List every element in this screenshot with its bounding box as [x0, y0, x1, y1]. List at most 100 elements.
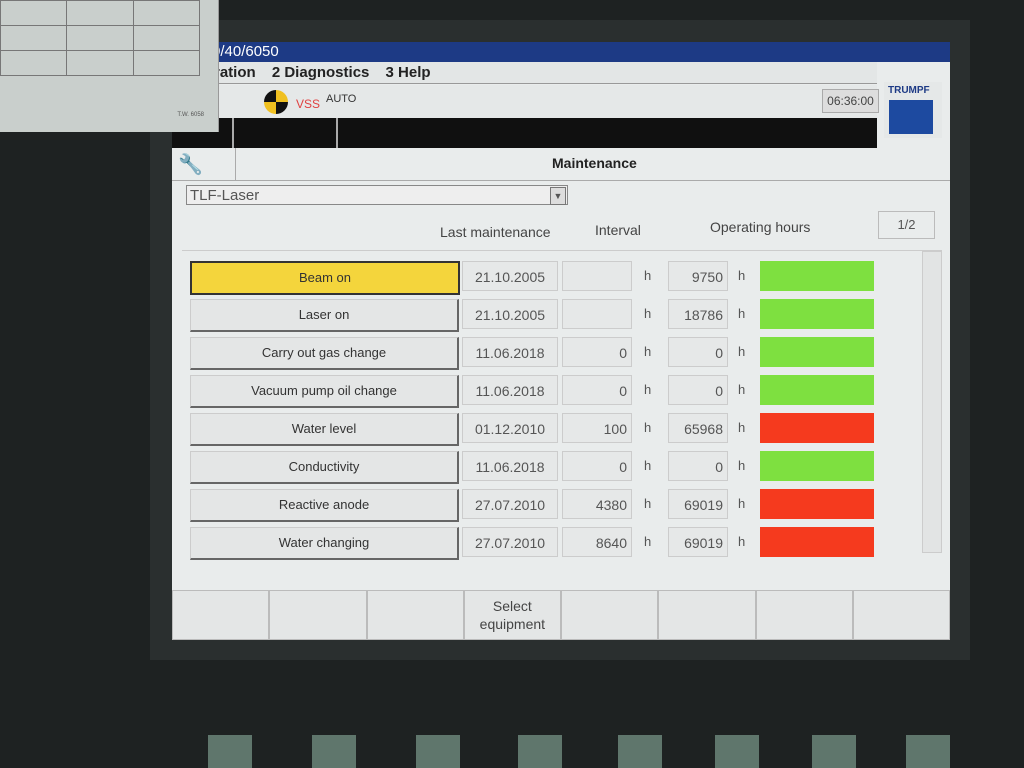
- screen: 0/40/6050 ration 2 Diagnostics 3 Help VS…: [172, 42, 950, 640]
- last-maintenance-value: 27.07.2010: [462, 527, 558, 557]
- menu-operation[interactable]: ration: [214, 64, 256, 81]
- table-row: Carry out gas change 11.06.2018 0 h 0 h: [182, 335, 902, 371]
- operating-hours-value: 0: [668, 337, 728, 367]
- page-indicator: 1/2: [878, 211, 935, 239]
- interval-value: 0: [562, 337, 632, 367]
- interval-unit: h: [644, 496, 652, 511]
- trumpf-logo: TRUMPF: [884, 82, 942, 138]
- item-button[interactable]: Water level: [190, 413, 459, 446]
- status-indicator: [760, 261, 874, 291]
- softkey[interactable]: [755, 590, 853, 640]
- hw-button[interactable]: [208, 735, 252, 768]
- interval-unit: h: [644, 420, 652, 435]
- chevron-down-icon[interactable]: ▼: [550, 187, 566, 205]
- hw-button[interactable]: [416, 735, 460, 768]
- vss-icon: [264, 90, 288, 114]
- operating-hours-value: 0: [668, 451, 728, 481]
- interval-value: 100: [562, 413, 632, 443]
- equipment-dropdown[interactable]: TLF-Laser ▼: [186, 185, 568, 205]
- wrench-icon: 🔧: [178, 154, 203, 176]
- interval-unit: h: [644, 382, 652, 397]
- operating-hours-value: 0: [668, 375, 728, 405]
- hours-unit: h: [738, 344, 746, 359]
- softkey[interactable]: [269, 590, 367, 640]
- softkey[interactable]: [658, 590, 756, 640]
- operating-hours-value: 65968: [668, 413, 728, 443]
- hours-unit: h: [738, 496, 746, 511]
- table-row: Conductivity 11.06.2018 0 h 0 h: [182, 449, 902, 485]
- interval-unit: h: [644, 268, 652, 283]
- hours-unit: h: [738, 306, 746, 321]
- interval-value: 8640: [562, 527, 632, 557]
- operating-hours-value: 18786: [668, 299, 728, 329]
- operating-hours-value: 69019: [668, 527, 728, 557]
- menu-bar: ration 2 Diagnostics 3 Help: [172, 62, 877, 84]
- hw-button[interactable]: [312, 735, 356, 768]
- hours-unit: h: [738, 420, 746, 435]
- scrollbar[interactable]: [922, 251, 942, 553]
- table-row: Water changing 27.07.2010 8640 h 69019 h: [182, 525, 902, 561]
- paper-note: T.W. 6058: [0, 0, 219, 132]
- table-row: Beam on 21.10.2005 h 9750 h: [182, 259, 902, 295]
- item-button[interactable]: Water changing: [190, 527, 459, 560]
- operating-hours-value: 69019: [668, 489, 728, 519]
- paper-label: T.W. 6058: [177, 112, 204, 118]
- item-button[interactable]: Reactive anode: [190, 489, 459, 522]
- softkey[interactable]: [366, 590, 464, 640]
- col-last-maintenance: Last maintenance: [440, 224, 551, 240]
- message-bar: [172, 118, 877, 148]
- menu-help[interactable]: 3 Help: [385, 64, 431, 81]
- operating-hours-value: 9750: [668, 261, 728, 291]
- interval-value: 0: [562, 375, 632, 405]
- title-bar: 0/40/6050: [172, 42, 950, 62]
- hw-button[interactable]: [812, 735, 856, 768]
- last-maintenance-value: 11.06.2018: [462, 337, 558, 367]
- item-button[interactable]: Conductivity: [190, 451, 459, 484]
- softkey[interactable]: [172, 590, 270, 640]
- clock: 06:36:00: [822, 89, 879, 113]
- status-bar: VSS AUTO 06:36:00: [172, 85, 879, 118]
- hw-button[interactable]: [518, 735, 562, 768]
- hw-button[interactable]: [618, 735, 662, 768]
- last-maintenance-value: 21.10.2005: [462, 299, 558, 329]
- status-indicator: [760, 299, 874, 329]
- col-operating-hours: Operating hours: [710, 219, 811, 235]
- item-button[interactable]: Beam on: [190, 261, 460, 295]
- status-indicator: [760, 489, 874, 519]
- interval-value: [562, 261, 632, 291]
- hw-button[interactable]: [715, 735, 759, 768]
- hours-unit: h: [738, 458, 746, 473]
- col-interval: Interval: [595, 222, 641, 238]
- interval-unit: h: [644, 458, 652, 473]
- status-indicator: [760, 451, 874, 481]
- operation-mode: AUTO: [326, 93, 357, 105]
- interval-unit: h: [644, 344, 652, 359]
- last-maintenance-value: 11.06.2018: [462, 451, 558, 481]
- item-button[interactable]: Vacuum pump oil change: [190, 375, 459, 408]
- last-maintenance-value: 11.06.2018: [462, 375, 558, 405]
- interval-value: [562, 299, 632, 329]
- menu-diagnostics[interactable]: 2 Diagnostics: [271, 64, 370, 81]
- interval-unit: h: [644, 306, 652, 321]
- last-maintenance-value: 27.07.2010: [462, 489, 558, 519]
- select-equipment-softkey[interactable]: Select equipment: [463, 590, 561, 640]
- softkey[interactable]: [561, 590, 659, 640]
- item-button[interactable]: Carry out gas change: [190, 337, 459, 370]
- softkey[interactable]: [852, 590, 950, 640]
- last-maintenance-value: 01.12.2010: [462, 413, 558, 443]
- interval-value: 0: [562, 451, 632, 481]
- page-title: Maintenance: [552, 155, 637, 171]
- table-row: Reactive anode 27.07.2010 4380 h 69019 h: [182, 487, 902, 523]
- last-maintenance-value: 21.10.2005: [462, 261, 558, 291]
- hw-button[interactable]: [906, 735, 950, 768]
- table-row: Water level 01.12.2010 100 h 65968 h: [182, 411, 902, 447]
- status-indicator: [760, 413, 874, 443]
- softkey-bar: Select equipment: [172, 590, 950, 640]
- maintenance-header: 🔧 Maintenance: [172, 148, 950, 181]
- interval-value: 4380: [562, 489, 632, 519]
- interval-unit: h: [644, 534, 652, 549]
- item-button[interactable]: Laser on: [190, 299, 459, 332]
- status-indicator: [760, 337, 874, 367]
- hours-unit: h: [738, 534, 746, 549]
- table-row: Vacuum pump oil change 11.06.2018 0 h 0 h: [182, 373, 902, 409]
